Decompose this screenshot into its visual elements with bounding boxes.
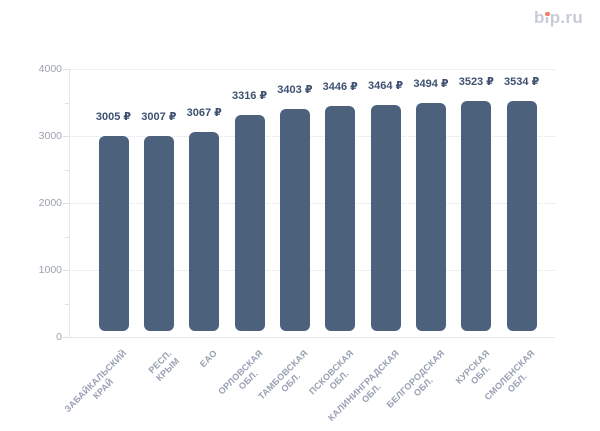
major-tick-3000 bbox=[63, 136, 69, 138]
bar-value-label: 3007 ₽ bbox=[141, 110, 177, 123]
bar-value-label: 3534 ₽ bbox=[504, 75, 540, 88]
bar-value-label: 3464 ₽ bbox=[368, 80, 404, 93]
minor-tick-1500 bbox=[65, 236, 69, 238]
bar-value-label: 3446 ₽ bbox=[322, 81, 358, 94]
bar-5[interactable] bbox=[279, 109, 310, 331]
y-axis-tick-label: 4000 bbox=[38, 63, 62, 76]
logo-text: bip.ru bbox=[533, 8, 583, 27]
bar-3[interactable] bbox=[189, 131, 220, 331]
bar-value-label: 3316 ₽ bbox=[231, 90, 268, 103]
bar-value-label: 3067 ₽ bbox=[186, 106, 222, 119]
y-axis-tick-label: 2000 bbox=[38, 197, 62, 210]
minor-tick-2500 bbox=[65, 169, 69, 171]
bar-4[interactable] bbox=[234, 115, 265, 331]
x-axis-category-label: РЕСП. КРЫМ bbox=[146, 348, 182, 383]
bar-value-label: 3005 ₽ bbox=[95, 110, 132, 123]
bar-10[interactable] bbox=[506, 100, 537, 331]
bar-2[interactable] bbox=[143, 135, 174, 331]
logo-i-dot-icon bbox=[545, 11, 550, 16]
x-axis-category-label: ЕАО bbox=[198, 348, 220, 370]
bar-value-label: 3403 ₽ bbox=[277, 84, 313, 97]
y-axis-line bbox=[69, 69, 70, 337]
bar-1[interactable] bbox=[98, 135, 129, 331]
y-axis-tick-label: 3000 bbox=[38, 130, 62, 143]
major-tick-1000 bbox=[63, 270, 69, 272]
gridline-4000 bbox=[69, 69, 555, 71]
minor-tick-3500 bbox=[65, 102, 69, 104]
bar-7[interactable] bbox=[370, 105, 401, 331]
gridline-2000 bbox=[69, 203, 555, 205]
y-axis-tick-label: 1000 bbox=[38, 264, 62, 277]
plot-area: 0 1000 2000 3000 4000 3005 ₽ ЗАБАЙКАЛЬСКИЙ КРА… bbox=[39, 56, 555, 423]
major-tick-0 bbox=[63, 337, 69, 338]
major-tick-4000 bbox=[63, 69, 69, 71]
bip-ru-logo[interactable]: bip.ru bbox=[534, 9, 583, 29]
major-tick-2000 bbox=[63, 203, 69, 205]
bar-value-label: 3523 ₽ bbox=[458, 76, 494, 89]
bar-value-label: 3494 ₽ bbox=[413, 78, 449, 91]
gridline-1000 bbox=[69, 270, 555, 272]
y-axis-tick-label: 0 bbox=[56, 331, 62, 343]
bar-9[interactable] bbox=[461, 101, 492, 331]
gridline-3000 bbox=[69, 136, 555, 138]
bar-6[interactable] bbox=[325, 106, 356, 331]
minor-tick-500 bbox=[65, 303, 69, 305]
bar-8[interactable] bbox=[415, 103, 446, 331]
x-axis-category-label: ЗАБАЙКАЛЬСКИЙ КРАЙ bbox=[62, 348, 129, 415]
